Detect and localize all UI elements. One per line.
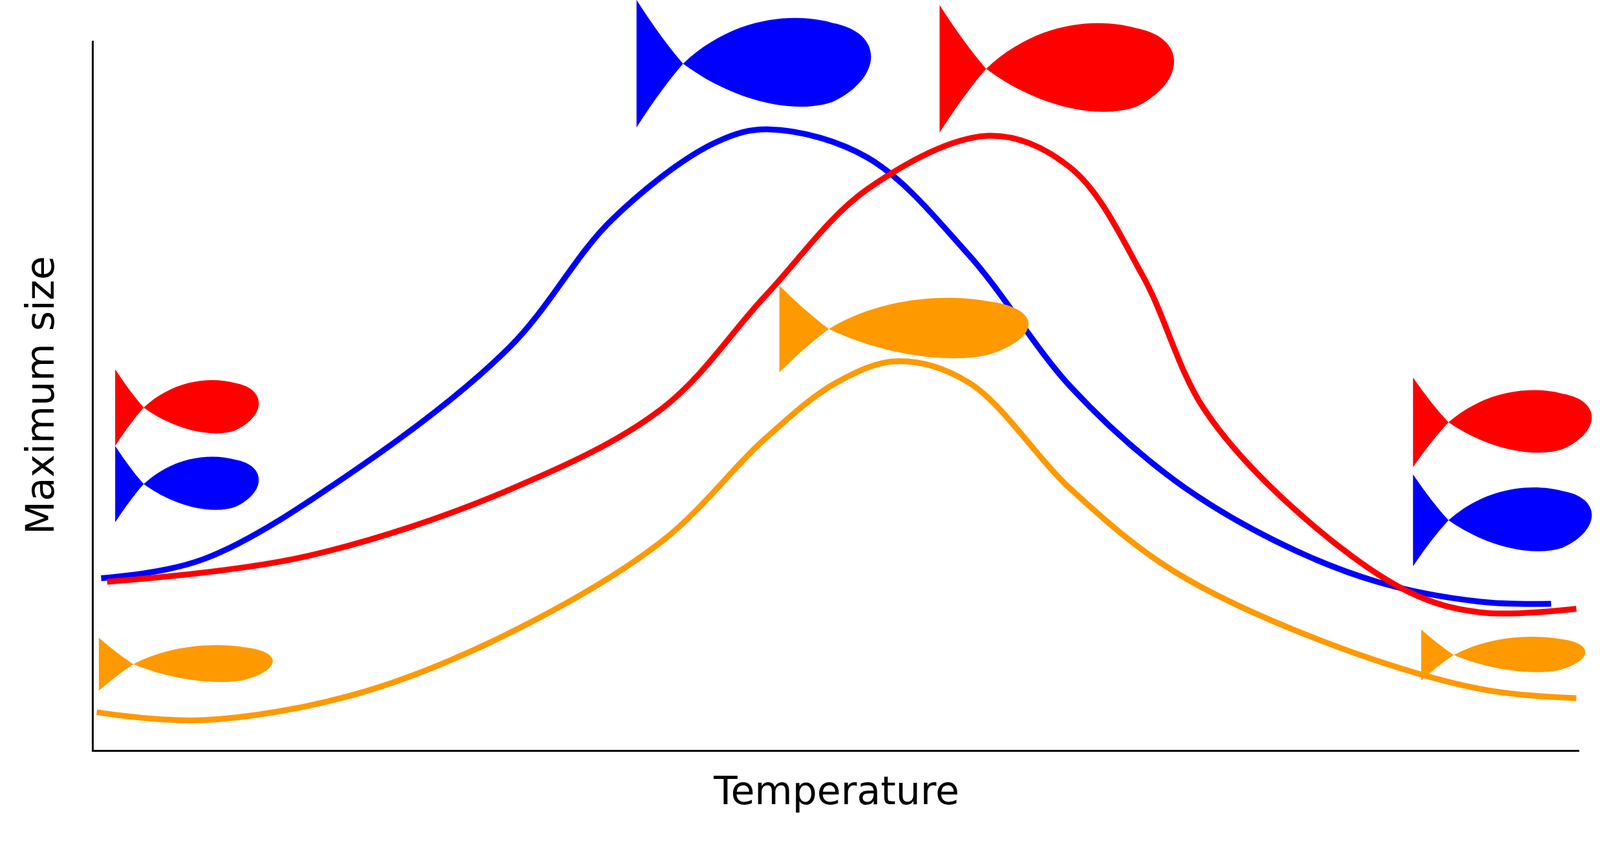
svg-text:Maximum size: Maximum size [17,256,63,535]
svg-text:Temperature: Temperature [713,768,960,814]
